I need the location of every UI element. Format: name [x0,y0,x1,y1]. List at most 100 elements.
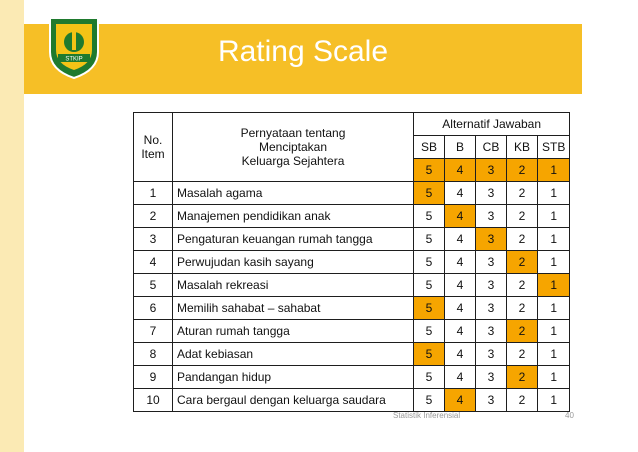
item-number: 1 [133,181,173,205]
table-row: 7 Aturan rumah tangga 5 4 3 2 1 [133,319,571,343]
scale-value: 2 [506,158,538,182]
header-statement: Pernyataan tentang Menciptakan Keluarga Se… [172,112,414,182]
header-band [24,24,582,94]
answer-cell: 3 [475,296,507,320]
item-number: 8 [133,342,173,366]
selected-answer-cell: 2 [506,365,538,389]
scale-value: 3 [475,158,507,182]
item-number: 9 [133,365,173,389]
statement-text: Memilih sahabat – sahabat [172,296,414,320]
item-number: 6 [133,296,173,320]
table-row: 10 Cara bergaul dengan keluarga saudara 5 4… [133,388,571,412]
selected-answer-cell: 4 [444,388,476,412]
answer-cell: 3 [475,273,507,297]
page-number: 40 [565,411,574,420]
answer-cell: 4 [444,296,476,320]
answer-cell: 3 [475,250,507,274]
item-number: 3 [133,227,173,251]
statement-text: Perwujudan kasih sayang [172,250,414,274]
selected-answer-cell: 4 [444,204,476,228]
scale-label: STB [536,135,571,159]
answer-cell: 1 [536,319,571,343]
left-decor-strip [0,0,24,452]
answer-cell: 4 [444,365,476,389]
answer-cell: 4 [444,319,476,343]
scale-value: 4 [444,158,476,182]
answer-cell: 1 [536,342,571,366]
answer-cell: 2 [506,204,538,228]
answer-cell: 3 [475,181,507,205]
logo-label: STKIP [65,57,82,63]
statement-text: Pandangan hidup [172,365,414,389]
table-row: 3 Pengaturan keuangan rumah tangga 5 4 3 2 1 [133,227,571,251]
header-no-item: No. Item [133,112,173,182]
table-row: 1 Masalah agama 5 4 3 2 1 [133,181,571,205]
statement-text: Adat kebiasan [172,342,414,366]
answer-cell: 2 [506,181,538,205]
selected-answer-cell: 5 [413,342,445,366]
statement-text: Masalah agama [172,181,414,205]
item-number: 4 [133,250,173,274]
table-row: 9 Pandangan hidup 5 4 3 2 1 [133,365,571,389]
table-row: 2 Manajemen pendidikan anak 5 4 3 2 1 [133,204,571,228]
rating-scale-table: No. Item Pernyataan tentang Menciptakan Kel… [133,112,571,412]
answer-cell: 3 [475,388,507,412]
selected-answer-cell: 3 [475,227,507,251]
answer-cell: 4 [444,273,476,297]
scale-label: B [444,135,476,159]
table-row: 4 Perwujudan kasih sayang 5 4 3 2 1 [133,250,571,274]
slide-title: Rating Scale [217,35,389,68]
stkip-logo: STKIP [49,17,99,80]
table-row: 6 Memilih sahabat – sahabat 5 4 3 2 1 [133,296,571,320]
answer-cell: 5 [413,273,445,297]
statement-text: Pengaturan keuangan rumah tangga [172,227,414,251]
scale-label: KB [506,135,538,159]
answer-cell: 3 [475,319,507,343]
answer-cell: 5 [413,250,445,274]
answer-cell: 1 [536,181,571,205]
table-body: 1 Masalah agama 5 4 3 2 1 2 Manajemen pendidikan… [133,181,571,412]
footer-source: Statistik Inferensial [393,411,461,420]
selected-answer-cell: 1 [536,273,571,297]
statement-text: Aturan rumah tangga [172,319,414,343]
answer-cell: 5 [413,227,445,251]
answer-cell: 5 [413,365,445,389]
answer-cell: 4 [444,342,476,366]
answer-cell: 4 [444,181,476,205]
answer-cell: 5 [413,388,445,412]
answer-cell: 1 [536,227,571,251]
table-row: 8 Adat kebiasan 5 4 3 2 1 [133,342,571,366]
answer-cell: 1 [536,296,571,320]
answer-cell: 3 [475,204,507,228]
statement-text: Manajemen pendidikan anak [172,204,414,228]
item-number: 10 [133,388,173,412]
answer-cell: 5 [413,204,445,228]
answer-cell: 1 [536,388,571,412]
item-number: 7 [133,319,173,343]
item-number: 2 [133,204,173,228]
selected-answer-cell: 2 [506,250,538,274]
selected-answer-cell: 5 [413,296,445,320]
item-number: 5 [133,273,173,297]
answer-cell: 3 [475,342,507,366]
selected-answer-cell: 5 [413,181,445,205]
selected-answer-cell: 2 [506,319,538,343]
answer-cell: 2 [506,227,538,251]
answer-cell: 4 [444,227,476,251]
scale-value: 1 [536,158,571,182]
answer-cell: 3 [475,365,507,389]
answer-cell: 2 [506,273,538,297]
statement-text: Masalah rekreasi [172,273,414,297]
statement-text: Cara bergaul dengan keluarga saudara [172,388,414,412]
scale-label: SB [413,135,445,159]
scale-value: 5 [413,158,445,182]
scale-label: CB [475,135,507,159]
answer-cell: 1 [536,250,571,274]
answer-cell: 5 [413,319,445,343]
answer-cell: 2 [506,296,538,320]
answer-cell: 1 [536,365,571,389]
answer-cell: 2 [506,388,538,412]
table-row: 5 Masalah rekreasi 5 4 3 2 1 [133,273,571,297]
answer-cell: 4 [444,250,476,274]
